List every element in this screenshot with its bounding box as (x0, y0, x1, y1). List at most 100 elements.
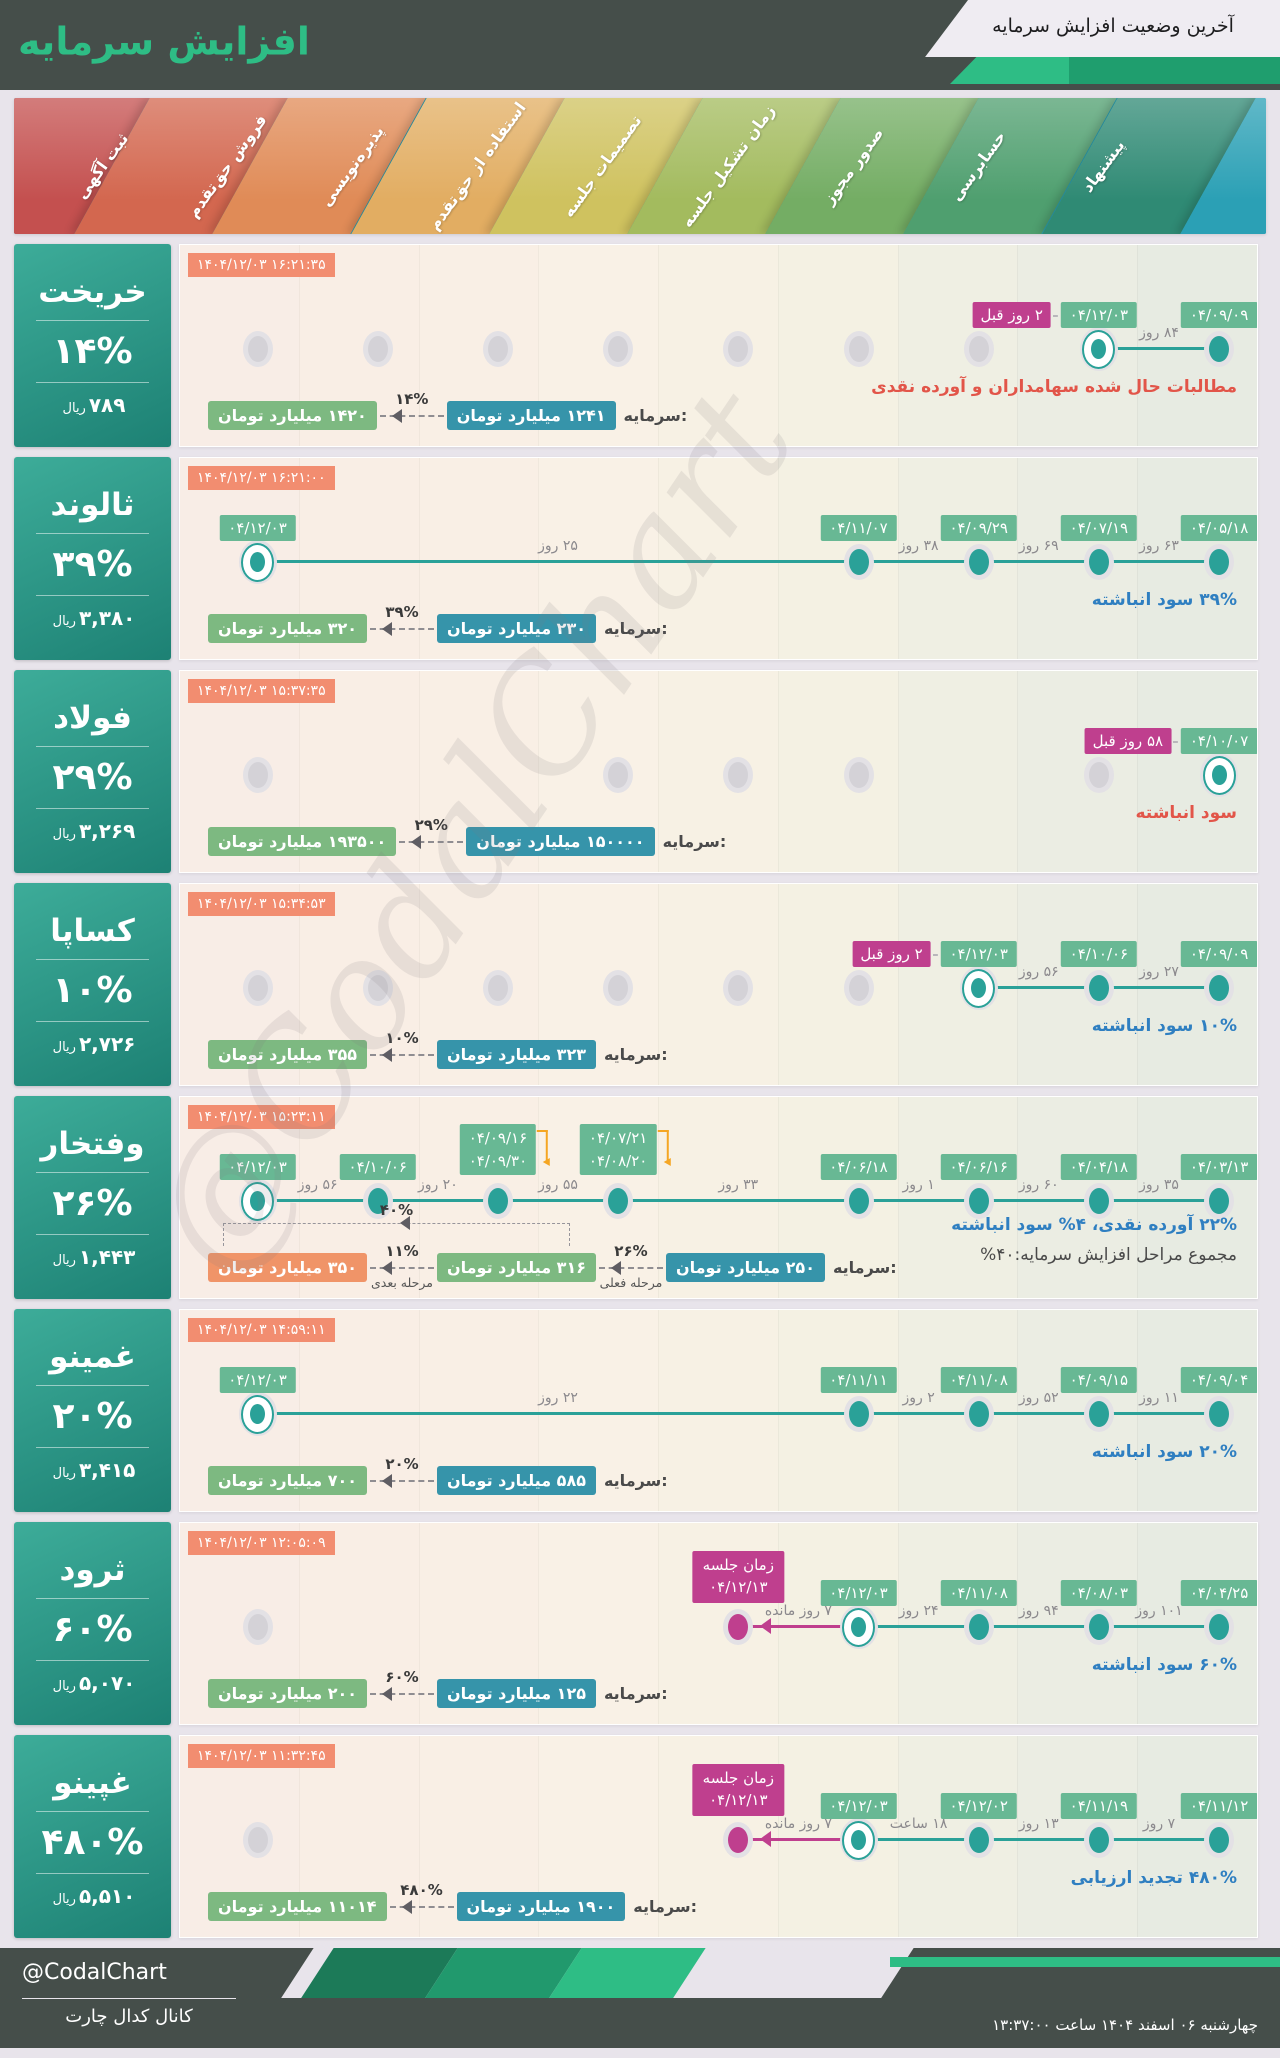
capital-percent: ۲۶% (614, 1241, 648, 1260)
company-row: ۱۴۰۴/۱۲/۰۳ ۱۵:۲۳:۱۱ ۰۴/۱۲/۰۳ ۰۴/۱۰/۰۶ ۰۴/۰۹… (14, 1096, 1258, 1299)
timeline-dot-active (963, 1183, 994, 1219)
timeline-dot-active (1204, 544, 1235, 580)
timeline-dot-inactive (1083, 757, 1114, 793)
timeline-card: ۱۴۰۴/۱۲/۰۳ ۱۲:۰۵:۰۹ زمان جلسه ۰۴/۱۲/۱۳ ۷ رو… (179, 1522, 1258, 1725)
timeline-dot-current (238, 1179, 277, 1223)
update-timestamp: ۱۴۰۴/۱۲/۰۳ ۱۵:۳۷:۳۵ (188, 679, 335, 703)
event-date-badge: ۰۴/۰۹/۰۹ (1180, 302, 1257, 328)
share-price-unit: ریال (52, 1040, 76, 1055)
capital-current-box: ۵۸۵ میلیارد تومان (436, 1466, 596, 1495)
timeline-dot-inactive (603, 757, 634, 793)
timeline-card: ۱۴۰۴/۱۲/۰۳ ۱۵:۲۳:۱۱ ۰۴/۱۲/۰۳ ۰۴/۱۰/۰۶ ۰۴/۰۹… (179, 1096, 1258, 1299)
footer-accent-bar (890, 1957, 1280, 1967)
increase-percent: ۱۰% (52, 970, 133, 1011)
event-date-badge: ۰۴/۰۹/۰۴ (1180, 1367, 1257, 1393)
interval-label: ۱۳ روز (1018, 1816, 1059, 1832)
event-date-badge: ۰۴/۱۱/۱۱ (820, 1367, 897, 1393)
capital-target-box: ۳۲۰ میلیارد تومان (208, 614, 367, 643)
increase-percent: ۳۹% (52, 544, 133, 585)
company-name: وفتخار (40, 1126, 145, 1162)
timeline-dot-current (839, 1818, 878, 1862)
capital-current-box: ۱۲۴۱ میلیارد تومان (446, 401, 616, 430)
company-name: ثالوند (50, 487, 135, 523)
update-timestamp: ۱۴۰۴/۱۲/۰۳ ۱۶:۲۱:۰۰ (188, 466, 335, 490)
meeting-dot (723, 1822, 754, 1858)
interval-label: ۵۲ روز (1018, 1390, 1059, 1406)
capital-percent: ۲۹% (414, 815, 448, 834)
update-timestamp: ۱۴۰۴/۱۲/۰۳ ۱۵:۲۳:۱۱ (188, 1105, 335, 1129)
capital-arrow-icon: ۱۰% (369, 1029, 434, 1062)
meeting-line (738, 1625, 859, 1628)
event-date-badge: ۰۴/۱۲/۰۳ (219, 1367, 296, 1393)
timeline-card: ۱۴۰۴/۱۲/۰۳ ۱۶:۲۱:۳۵ ۰۴/۱۲/۰۳ ۲ روز قبل ۰۴/۰… (179, 244, 1258, 447)
event-date-badge: ۰۴/۰۵/۱۸ (1180, 515, 1257, 541)
share-price: ۱,۴۴۳ریال (50, 1245, 136, 1269)
interval-label: ۶۳ روز (1139, 538, 1179, 554)
share-price: ۳,۴۱۵ریال (50, 1458, 136, 1482)
row-note: ۲۰% سود انباشته (1091, 1442, 1237, 1462)
badge-connector (1173, 741, 1187, 743)
timeline-dot-inactive (242, 1609, 273, 1645)
company-panel: فولاد ۲۹% ۳,۲۶۹ریال (14, 670, 171, 873)
row-note: ۱۰% سود انباشته (1091, 1016, 1237, 1036)
timeline-dot-active (843, 544, 874, 580)
footer-divider (22, 1998, 236, 1999)
company-row: ۱۴۰۴/۱۲/۰۳ ۱۶:۲۱:۰۰ ۰۴/۱۲/۰۳ ۰۴/۱۱/۰۷ ۰۴/۰۹… (14, 457, 1258, 660)
timeline-dot-inactive (362, 970, 393, 1006)
event-date-badge: ۰۴/۰۹/۲۹ (940, 515, 1017, 541)
meeting-time-badge: زمان جلسه ۰۴/۱۲/۱۳ (692, 1764, 784, 1816)
capital-percent: ۱۱% (385, 1241, 419, 1260)
capital-current-box: ۱۲۵ میلیارد تومان (436, 1679, 596, 1708)
interval-label: ۲۰ روز (417, 1177, 458, 1193)
company-row: ۱۴۰۴/۱۲/۰۳ ۱۲:۰۵:۰۹ زمان جلسه ۰۴/۱۲/۱۳ ۷ رو… (14, 1522, 1258, 1725)
panel-divider (35, 1598, 150, 1599)
share-price: ۳,۳۸۰ریال (50, 606, 136, 630)
timeline-card: ۱۴۰۴/۱۲/۰۳ ۱۵:۳۷:۳۵ ۰۴/۱۰/۰۷ ۵۸ روز قبل سود… (179, 670, 1258, 873)
company-panel: وفتخار ۲۶% ۱,۴۴۳ریال (14, 1096, 171, 1299)
capital-arrow-icon: ۱۱% مرحله بعدی (369, 1242, 434, 1290)
timeline-dot-inactive (723, 757, 754, 793)
event-date-badge: ۰۴/۱۰/۰۶ (1060, 941, 1138, 967)
interval-label: ۲۴ روز (898, 1603, 939, 1619)
header-green-band (950, 57, 1280, 84)
capital-group: ۷۰۰ میلیارد تومان ۲۰% ۵۸۵ میلیارد تومان سرم… (208, 1455, 668, 1495)
event-date-badge: ۰۴/۰۷/۲۱ ۰۴/۰۸/۲۰ (579, 1124, 671, 1175)
interval-label: ۵۶ روز (297, 1177, 338, 1193)
company-panel: ثرود ۶۰% ۵,۰۷۰ریال (14, 1522, 171, 1725)
interval-label: ۵۵ روز (538, 1177, 578, 1193)
timeline-dot-current (238, 540, 277, 584)
capital-group: ۴۰% ۳۵۰ میلیارد تومان ۱۱% مرحله بعدی ۳۱۶ میل… (208, 1201, 897, 1290)
event-date-badge: ۰۴/۱۲/۰۳ (820, 1793, 897, 1819)
badge-connector (932, 954, 946, 956)
header-white-wedge (925, 0, 1280, 57)
timeline-card: ۱۴۰۴/۱۲/۰۳ ۱۶:۲۱:۰۰ ۰۴/۱۲/۰۳ ۰۴/۱۱/۰۷ ۰۴/۰۹… (179, 457, 1258, 660)
panel-divider (35, 595, 150, 596)
event-date-badge: ۰۴/۱۲/۰۳ (219, 515, 296, 541)
company-panel: غپینو ۴۸۰% ۵,۵۱۰ریال (14, 1735, 171, 1938)
capital-current-box: ۱۵۰۰۰۰ میلیارد تومان (466, 827, 655, 856)
timeline-line (1098, 347, 1220, 350)
company-name: کساپا (50, 913, 135, 949)
capital-arrow-icon: ۴۸۰% (389, 1881, 454, 1914)
capital-percent: ۴۸۰% (400, 1880, 443, 1899)
event-date-badge: ۰۴/۱۰/۰۶ (339, 1154, 416, 1180)
timeline-dot-active (963, 544, 994, 580)
update-timestamp: ۱۴۰۴/۱۲/۰۳ ۱۲:۰۵:۰۹ (188, 1531, 335, 1555)
event-date-badge: ۰۴/۱۱/۰۸ (940, 1580, 1017, 1606)
increase-percent: ۲۰% (52, 1396, 133, 1437)
capital-arrow-icon: ۲۶% مرحله فعلی (598, 1242, 663, 1290)
days-remaining-label: ۷ روز مانده (764, 1603, 832, 1619)
share-price-value: ۳,۳۸۰ (78, 606, 136, 630)
panel-divider (35, 1660, 150, 1661)
interval-label: ۹۴ روز (1018, 1603, 1059, 1619)
capital-label: سرمایه: (603, 1045, 668, 1064)
capital-target-box: ۳۱۶ میلیارد تومان (436, 1253, 596, 1282)
share-price-value: ۳,۴۱۵ (78, 1458, 136, 1482)
timeline-dot-active (843, 1183, 874, 1219)
timeline-line (858, 1625, 1220, 1628)
timeline-dot-current (839, 1605, 878, 1649)
update-timestamp: ۱۴۰۴/۱۲/۰۳ ۱۱:۳۲:۴۵ (188, 1744, 335, 1768)
company-name: خریخت (38, 274, 147, 310)
event-date-badge: ۰۴/۱۱/۰۷ (820, 515, 897, 541)
increase-percent: ۴۸۰% (41, 1822, 144, 1863)
